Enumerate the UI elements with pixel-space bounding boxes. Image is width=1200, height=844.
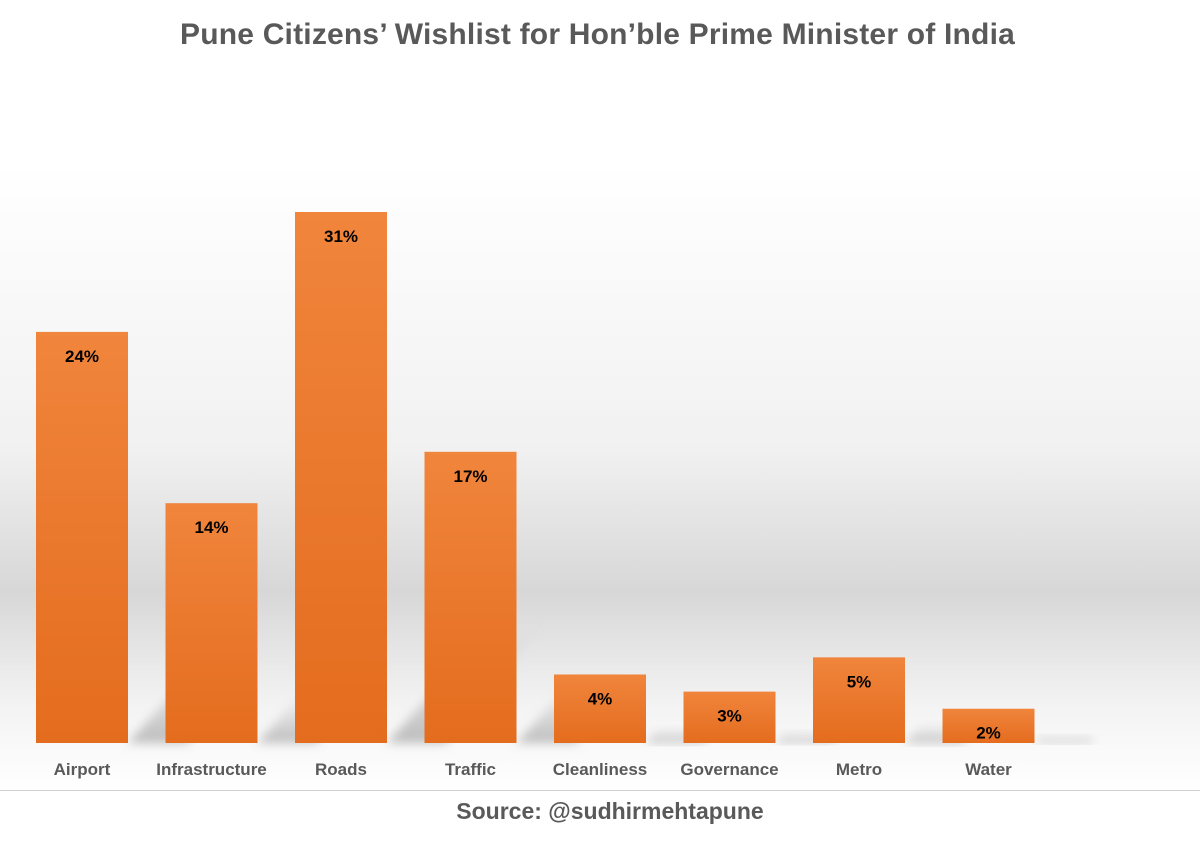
bar-infrastructure: [165, 503, 258, 743]
tick-label-governance: Governance: [680, 760, 778, 779]
data-label-infrastructure: 14%: [194, 518, 228, 537]
tick-label-water: Water: [965, 760, 1012, 779]
tick-label-cleanliness: Cleanliness: [553, 760, 648, 779]
bar-governance: [683, 691, 776, 743]
footer-divider: [0, 790, 1200, 791]
tick-label-airport: Airport: [54, 760, 111, 779]
data-label-traffic: 17%: [453, 467, 487, 486]
data-label-airport: 24%: [65, 347, 99, 366]
data-label-water: 2%: [976, 724, 1001, 743]
bars: [36, 212, 1035, 743]
data-labels: 24% 14% 31% 17% 4% 3% 5% 2%: [65, 227, 1001, 743]
bar-airport: [36, 331, 128, 743]
category-axis: Airport Infrastructure Roads Traffic Cleanli…: [54, 760, 1013, 779]
data-label-roads: 31%: [324, 227, 358, 246]
bar-chart-plot: 24% 14% 31% 17% 4% 3% 5% 2% Airport Infrastructu…: [0, 80, 1200, 790]
source-credit: Source: @sudhirmehtapune: [456, 798, 764, 824]
bar-traffic: [424, 451, 517, 743]
data-label-cleanliness: 4%: [588, 689, 613, 708]
bar-cleanliness: [554, 674, 646, 743]
tick-label-roads: Roads: [315, 760, 367, 779]
tick-label-traffic: Traffic: [445, 760, 496, 779]
bar-roads: [295, 212, 387, 743]
bar-shadow-water: [1034, 735, 1094, 743]
data-label-governance: 3%: [717, 707, 742, 726]
bar-metro: [813, 657, 905, 743]
tick-label-metro: Metro: [836, 760, 882, 779]
data-label-metro: 5%: [847, 672, 872, 691]
chart-title: Pune Citizens’ Wishlist for Hon’ble Prim…: [180, 18, 1015, 51]
bar-water: [942, 708, 1035, 743]
tick-label-infrastructure: Infrastructure: [156, 760, 267, 779]
